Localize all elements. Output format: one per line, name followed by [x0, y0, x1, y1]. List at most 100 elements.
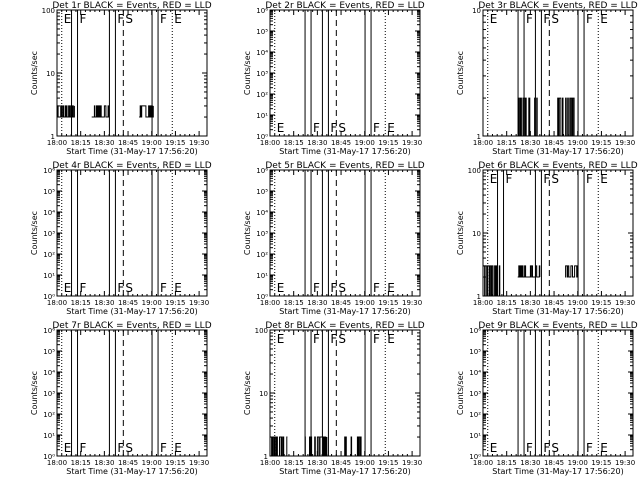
marker-label-E: E	[64, 281, 72, 295]
y-tick-label: 10¹	[43, 272, 55, 280]
marker-label-E: E	[490, 172, 498, 186]
y-tick-label: 10⁶	[256, 7, 268, 15]
marker-label-S: S	[125, 441, 133, 455]
marker-label-E: E	[64, 12, 72, 26]
x-tick-label: 19:30	[402, 299, 422, 307]
x-tick-label: 19:15	[591, 299, 611, 307]
marker-label-F: F	[330, 281, 337, 295]
x-tick-label: 18:00	[260, 299, 280, 307]
x-axis-label: Start Time (31-May-17 17:56:20)	[66, 147, 197, 156]
y-tick-label: 10⁴	[469, 369, 481, 377]
y-axis-label: Counts/sec	[243, 51, 252, 95]
panel-det-2: Det 2r BLACK = Events, RED = LLD 10⁰ 10¹ 10…	[243, 1, 425, 156]
chart-title: Det 8r BLACK = Events, RED = LLD	[265, 321, 424, 331]
chart-title: Det 7r BLACK = Events, RED = LLD	[52, 321, 211, 331]
marker-label-F: F	[313, 281, 320, 295]
marker-label-F: F	[330, 332, 337, 346]
marker-label-F: F	[117, 12, 124, 26]
y-tick-label: 10⁰	[43, 293, 55, 301]
marker-label-E: E	[490, 12, 498, 26]
marker-label-F: F	[80, 441, 87, 455]
panel-det-7: Det 7r BLACK = Events, RED = LLD 10⁰ 10¹ 10…	[30, 321, 212, 476]
x-tick-label: 19:30	[402, 459, 422, 467]
y-tick-label: 10	[259, 390, 268, 398]
marker-label-F: F	[160, 281, 167, 295]
x-tick-label: 19:15	[165, 139, 185, 147]
marker-label-S: S	[125, 281, 133, 295]
panel-det-1: Det 1r BLACK = Events, RED = LLD 1 10 100 Co…	[30, 1, 212, 156]
x-tick-label: 19:15	[591, 139, 611, 147]
marker-label-F: F	[313, 332, 320, 346]
marker-label-E: E	[387, 281, 395, 295]
x-tick-label: 18:45	[544, 299, 564, 307]
x-tick-label: 18:00	[47, 459, 67, 467]
y-axis-label: Counts/sec	[456, 371, 465, 415]
x-tick-label: 18:15	[284, 459, 304, 467]
x-axis-label: Start Time (31-May-17 17:56:20)	[492, 307, 623, 316]
y-tick-label: 100	[42, 7, 55, 15]
x-tick-label: 19:30	[402, 139, 422, 147]
x-tick-label: 18:15	[71, 459, 91, 467]
plot-frame	[482, 329, 634, 457]
marker-label-E: E	[277, 121, 285, 135]
x-tick-label: 18:15	[71, 139, 91, 147]
marker-label-E: E	[600, 12, 608, 26]
y-tick-label: 10⁵	[43, 348, 55, 356]
x-tick-label: 19:15	[378, 299, 398, 307]
x-tick-label: 18:15	[497, 139, 517, 147]
chart-title: Det 9r BLACK = Events, RED = LLD	[478, 321, 637, 331]
y-axis-label: Counts/sec	[456, 211, 465, 255]
y-tick-label: 10²	[469, 411, 481, 419]
x-tick-label: 18:30	[94, 139, 114, 147]
y-tick-label: 100	[468, 167, 481, 175]
series-events	[139, 105, 154, 118]
series-events	[91, 105, 110, 118]
marker-label-E: E	[490, 441, 498, 455]
x-tick-label: 18:45	[118, 459, 138, 467]
y-tick-label: 1	[51, 133, 55, 141]
x-tick-label: 18:15	[497, 459, 517, 467]
x-tick-label: 19:00	[355, 139, 375, 147]
marker-label-F: F	[80, 281, 87, 295]
y-tick-label: 10³	[469, 390, 481, 398]
marker-label-F: F	[117, 281, 124, 295]
y-axis-label: Counts/sec	[243, 371, 252, 415]
y-tick-label: 10⁰	[256, 293, 268, 301]
y-tick-label: 10⁵	[43, 188, 55, 196]
x-tick-label: 19:30	[189, 459, 209, 467]
x-tick-label: 18:15	[284, 299, 304, 307]
marker-label-E: E	[600, 441, 608, 455]
y-tick-label: 100	[255, 327, 268, 335]
x-tick-label: 19:30	[615, 299, 635, 307]
chart-title: Det 1r BLACK = Events, RED = LLD	[52, 1, 211, 11]
x-tick-label: 18:30	[520, 459, 540, 467]
series-events	[557, 97, 575, 137]
x-tick-label: 18:00	[47, 299, 67, 307]
marker-label-S: S	[338, 121, 346, 135]
x-tick-label: 18:45	[544, 139, 564, 147]
x-tick-label: 19:00	[355, 459, 375, 467]
x-tick-label: 19:15	[378, 459, 398, 467]
series-events	[565, 265, 579, 278]
marker-label-E: E	[277, 281, 285, 295]
marker-label-F: F	[526, 441, 533, 455]
marker-label-S: S	[551, 172, 559, 186]
x-tick-label: 18:00	[473, 139, 493, 147]
chart-title: Det 6r BLACK = Events, RED = LLD	[478, 161, 637, 171]
y-tick-label: 1	[477, 133, 481, 141]
x-axis-label: Start Time (31-May-17 17:56:20)	[492, 147, 623, 156]
x-axis-label: Start Time (31-May-17 17:56:20)	[279, 147, 410, 156]
marker-label-F: F	[373, 121, 380, 135]
marker-label-E: E	[277, 332, 285, 346]
y-tick-label: 10⁴	[43, 209, 55, 217]
x-tick-label: 19:00	[142, 139, 162, 147]
marker-label-F: F	[586, 12, 593, 26]
plot-frame	[56, 329, 208, 457]
marker-label-S: S	[551, 441, 559, 455]
panel-det-6: Det 6r BLACK = Events, RED = LLD 1 10 100 Co…	[456, 161, 638, 316]
panel-det-4: Det 4r BLACK = Events, RED = LLD 10⁰ 10¹ 10…	[30, 161, 212, 316]
marker-label-S: S	[338, 281, 346, 295]
x-tick-label: 18:30	[307, 139, 327, 147]
x-axis-label: Start Time (31-May-17 17:56:20)	[279, 467, 410, 476]
